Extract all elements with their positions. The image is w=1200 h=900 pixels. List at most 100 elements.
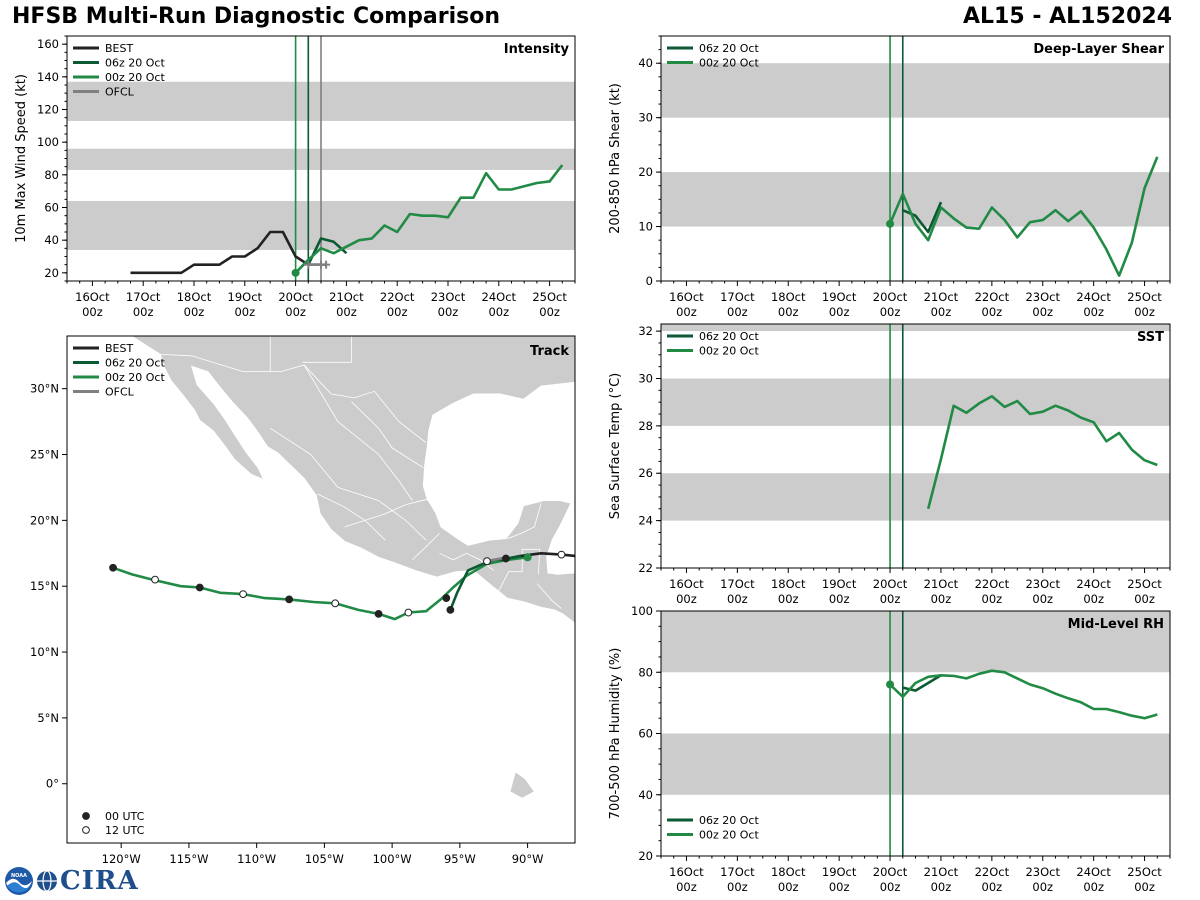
x-tick-label: 17Oct xyxy=(720,865,755,879)
init-point-marker xyxy=(886,219,895,228)
x-tick-label: 16Oct xyxy=(75,290,110,304)
legend-label-run06: 06z 20 Oct xyxy=(699,330,759,343)
y-tick-label: 5°N xyxy=(37,711,59,725)
y-tick-label: 10 xyxy=(638,220,653,234)
x-tick-label: 20Oct xyxy=(873,865,908,879)
x-tick-label: 110°W xyxy=(237,852,276,866)
x-tick-label: 00z xyxy=(438,305,459,319)
y-tick-label: 60 xyxy=(44,201,59,215)
x-tick-label: 18Oct xyxy=(771,290,806,304)
x-tick-label: 24Oct xyxy=(1076,865,1111,879)
x-tick-label: 95°W xyxy=(444,852,476,866)
marker-00utc xyxy=(446,606,455,614)
x-tick-label: 00z xyxy=(778,880,799,894)
x-tick-label: 23Oct xyxy=(1025,290,1060,304)
x-tick-label: 18Oct xyxy=(177,290,212,304)
y-tick-label: 100 xyxy=(631,604,653,618)
cira-globe-icon xyxy=(37,870,57,892)
border-states xyxy=(269,427,427,541)
x-tick-label: 00z xyxy=(1083,305,1104,319)
y-tick-label: 30 xyxy=(638,371,653,385)
x-tick-label: 105°W xyxy=(305,852,344,866)
legend-label-ofcl: OFCL xyxy=(105,386,135,399)
border-states xyxy=(303,364,413,501)
noaa-logo-text: NOAA xyxy=(11,873,27,879)
x-tick-label: 21Oct xyxy=(924,577,959,591)
marker-12utc xyxy=(404,608,413,617)
y-tick-label: 25°N xyxy=(30,448,59,462)
x-tick-label: 20Oct xyxy=(278,290,313,304)
x-tick-label: 00z xyxy=(727,880,748,894)
x-tick-label: 22Oct xyxy=(380,290,415,304)
border-us-mexico xyxy=(160,354,427,444)
x-tick-label: 00z xyxy=(1032,880,1053,894)
y-tick-label: 10°N xyxy=(30,645,59,659)
noaa-logo-icon: NOAA xyxy=(5,867,33,895)
land-mainland xyxy=(130,336,575,624)
marker-00utc xyxy=(109,563,117,572)
legend-label-run00: 00z 20 Oct xyxy=(699,829,759,842)
panel-title: Track xyxy=(530,344,569,359)
border-states xyxy=(412,533,440,561)
storm-id-label: AL15 - AL152024 xyxy=(963,4,1172,29)
x-tick-label: 19Oct xyxy=(228,290,263,304)
y-axis-label: 700-500 hPa Humidity (%) xyxy=(608,648,623,820)
legend-label-run06: 06z 20 Oct xyxy=(105,57,165,70)
marker-00utc xyxy=(374,609,383,618)
border-states xyxy=(344,498,428,528)
y-tick-label: 20 xyxy=(638,849,653,863)
x-tick-label: 00z xyxy=(133,305,154,319)
x-tick-label: 00z xyxy=(982,305,1003,319)
x-tick-label: 00z xyxy=(982,592,1003,606)
panel-track: 120°W 115°W 110°W 105°W 100°W 95°W 90°W 0° 5°N 10… xyxy=(30,335,576,866)
y-tick-label: 160 xyxy=(37,37,59,51)
y-tick-label: 26 xyxy=(638,466,653,480)
threshold-band xyxy=(661,611,1170,673)
y-axis-label: 200-850 hPa Shear (kt) xyxy=(608,83,623,234)
y-tick-label: 60 xyxy=(638,727,653,741)
x-tick-label: 00z xyxy=(676,305,697,319)
x-tick-label: 20Oct xyxy=(873,577,908,591)
x-tick-label: 16Oct xyxy=(669,290,704,304)
x-tick-label: 22Oct xyxy=(975,865,1010,879)
y-tick-label: 40 xyxy=(44,233,59,247)
border-states xyxy=(317,493,386,541)
threshold-band xyxy=(661,733,1170,795)
x-tick-label: 00z xyxy=(931,592,952,606)
x-tick-label: 23Oct xyxy=(1025,577,1060,591)
panel-title: Deep-Layer Shear xyxy=(1033,42,1164,57)
y-tick-label: 24 xyxy=(638,514,653,528)
y-tick-label: 30 xyxy=(638,111,653,125)
series-group xyxy=(888,156,1159,277)
y-tick-label: 20°N xyxy=(30,513,59,527)
x-tick-label: 00z xyxy=(1083,880,1104,894)
series-group xyxy=(926,394,1158,510)
x-tick-label: 25Oct xyxy=(532,290,567,304)
marker-00utc xyxy=(442,594,451,602)
x-tick-label: 24Oct xyxy=(482,290,517,304)
series-line-run00 xyxy=(889,669,1158,720)
x-tick-label: 19Oct xyxy=(822,577,857,591)
threshold-band xyxy=(661,63,1170,118)
threshold-band xyxy=(661,324,1170,332)
y-tick-label: 28 xyxy=(638,419,653,433)
y-tick-label: 140 xyxy=(37,70,59,84)
x-tick-label: 00z xyxy=(727,592,748,606)
x-tick-label: 100°W xyxy=(373,852,412,866)
y-tick-label: 120 xyxy=(37,103,59,117)
y-tick-label: 100 xyxy=(37,135,59,149)
x-tick-label: 21Oct xyxy=(924,865,959,879)
x-tick-label: 00z xyxy=(931,880,952,894)
threshold-band xyxy=(661,172,1170,227)
x-tick-label: 17Oct xyxy=(126,290,161,304)
x-tick-label: 17Oct xyxy=(720,577,755,591)
x-tick-label: 24Oct xyxy=(1076,577,1111,591)
x-tick-label: 00z xyxy=(82,305,103,319)
x-tick-label: 25Oct xyxy=(1127,865,1162,879)
x-tick-label: 00z xyxy=(931,305,952,319)
x-tick-label: 00z xyxy=(778,305,799,319)
axes-frame xyxy=(660,323,1171,569)
legend-label-run06: 06z 20 Oct xyxy=(105,357,165,370)
panel-shear: 16Oct00z17Oct00z18Oct00z19Oct00z20Oct00z… xyxy=(608,35,1171,319)
x-tick-label: 00z xyxy=(676,880,697,894)
